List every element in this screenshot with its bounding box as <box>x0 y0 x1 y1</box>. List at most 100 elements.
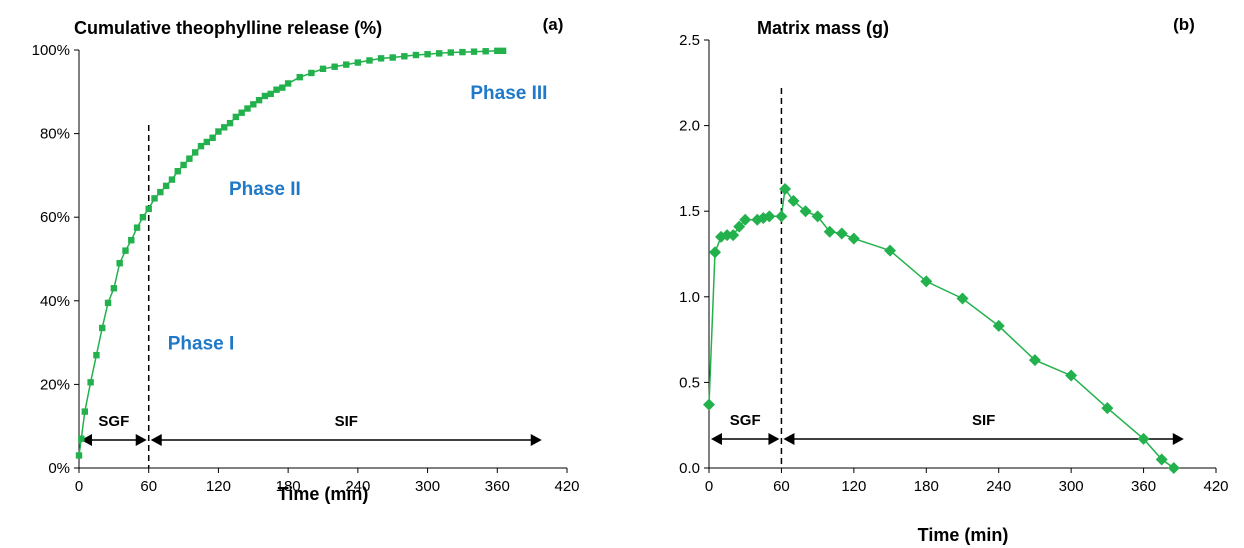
data-point <box>284 80 292 87</box>
data-point <box>122 247 129 254</box>
data-point <box>733 220 746 233</box>
data-point <box>244 105 251 112</box>
data-point <box>727 229 740 242</box>
data-point <box>93 351 100 359</box>
arrow-left-icon <box>81 434 92 446</box>
data-point <box>78 435 85 442</box>
data-point <box>835 227 848 240</box>
data-point <box>162 182 170 190</box>
data-point <box>331 63 338 70</box>
phase-label: Phase I <box>168 334 235 355</box>
panel-a-label: (a) <box>543 15 564 34</box>
x-tick-label: 180 <box>914 478 939 495</box>
data-point <box>110 285 118 292</box>
x-tick-label: 0 <box>705 478 713 495</box>
x-tick-label: 420 <box>554 478 579 495</box>
data-point <box>847 232 860 245</box>
data-point <box>145 205 152 213</box>
x-tick-label: 240 <box>986 478 1011 495</box>
data-point <box>447 49 455 56</box>
panel-b-y-ticks: 0.0 0.5 1.0 1.5 2.0 2.5 <box>679 32 709 477</box>
data-point <box>775 210 788 223</box>
data-point <box>238 109 245 116</box>
data-point <box>186 155 193 162</box>
data-point <box>87 379 94 386</box>
data-point <box>721 229 734 242</box>
data-point <box>763 210 776 223</box>
data-point <box>267 90 274 98</box>
data-point <box>787 194 800 207</box>
data-point <box>191 149 199 156</box>
data-point <box>779 182 792 195</box>
x-tick-label: 360 <box>1131 478 1156 495</box>
data-point <box>1065 369 1078 382</box>
x-tick-label: 120 <box>206 478 231 495</box>
y-tick-label: 2.5 <box>679 32 700 49</box>
data-point <box>823 225 836 238</box>
y-tick-label: 80% <box>40 126 70 143</box>
x-tick-label: 420 <box>1203 478 1228 495</box>
data-point <box>412 51 420 59</box>
data-point <box>354 59 362 66</box>
panel-a-regions: SGF SIF <box>81 413 542 446</box>
region-label: SIF <box>972 412 995 429</box>
data-point <box>255 96 263 104</box>
data-point <box>197 142 205 150</box>
data-point <box>133 224 141 231</box>
data-point <box>1155 453 1168 466</box>
x-tick-label: 360 <box>485 478 510 495</box>
data-point <box>75 452 83 459</box>
data-point <box>157 188 164 196</box>
data-point <box>956 292 969 305</box>
data-point <box>424 50 431 58</box>
panel-b: Matrix mass (g) (b) 0.0 0.5 1.0 1.5 2.0 2.5 0… <box>679 15 1228 545</box>
data-point <box>273 86 280 93</box>
data-point <box>389 54 396 61</box>
data-point <box>174 168 181 175</box>
panel-b-x-label: Time (min) <box>918 525 1009 545</box>
y-tick-label: 20% <box>40 376 70 393</box>
y-tick-label: 40% <box>40 293 70 310</box>
region-label: SIF <box>335 413 358 430</box>
data-point <box>1101 402 1114 415</box>
arrow-left-icon <box>711 433 722 445</box>
panel-a: Cumulative theophylline release (%) (a) … <box>32 15 580 504</box>
panel-b-regions: SGF SIF <box>711 412 1184 445</box>
data-point <box>811 210 824 223</box>
arrow-right-icon <box>768 433 780 445</box>
data-point <box>168 176 176 183</box>
panel-a-series <box>75 47 507 459</box>
y-tick-label: 60% <box>40 209 70 226</box>
panel-b-series <box>703 182 1180 474</box>
data-point <box>139 214 147 221</box>
x-tick-label: 300 <box>1059 478 1084 495</box>
y-tick-label: 1.5 <box>679 203 700 220</box>
data-point <box>209 134 216 141</box>
panel-a-title: Cumulative theophylline release (%) <box>74 18 382 38</box>
data-point <box>319 65 327 73</box>
data-point <box>261 92 269 100</box>
arrow-right-icon <box>135 434 147 446</box>
data-point <box>377 55 385 62</box>
data-point <box>482 48 489 55</box>
data-point <box>920 275 933 288</box>
data-point <box>992 319 1005 332</box>
data-point <box>81 408 89 415</box>
phase-label: Phase III <box>470 83 547 104</box>
x-tick-label: 240 <box>345 478 370 495</box>
phase-label: Phase II <box>229 179 301 200</box>
data-point <box>250 101 257 108</box>
series-line <box>708 186 1175 469</box>
data-point <box>1167 462 1180 474</box>
y-tick-label: 2.0 <box>679 118 700 135</box>
data-point <box>308 69 315 77</box>
data-point <box>104 299 112 307</box>
arrow-right-icon <box>1172 433 1184 445</box>
data-point <box>884 244 897 257</box>
arrow-left-icon <box>783 433 795 445</box>
data-point <box>151 195 158 202</box>
panel-a-x-label: Time (min) <box>278 484 369 504</box>
x-tick-label: 60 <box>140 478 157 495</box>
data-point <box>296 73 303 81</box>
